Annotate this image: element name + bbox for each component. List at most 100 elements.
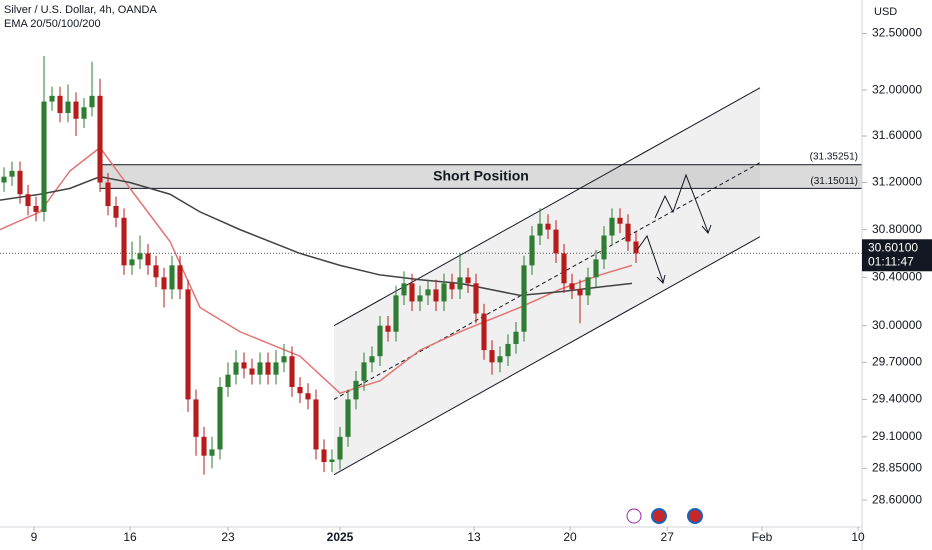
- x-tick-label: 27: [661, 530, 675, 544]
- candle-body: [521, 265, 527, 332]
- y-tick-label: 29.40000: [872, 392, 922, 406]
- candle-body: [225, 374, 231, 388]
- icon[interactable]: [651, 508, 667, 524]
- candle-body: [249, 368, 255, 375]
- zone-bottom-label: (31.15011): [810, 176, 858, 187]
- x-tick-label: 2025: [327, 530, 354, 544]
- x-tick-label: 13: [467, 530, 481, 544]
- candle-body: [449, 283, 455, 290]
- channel-lower: [333, 236, 761, 476]
- candle-body: [473, 283, 479, 314]
- candle-body: [113, 205, 119, 218]
- candle-body: [281, 356, 287, 363]
- candle-body: [553, 229, 559, 254]
- candle-body: [49, 95, 55, 102]
- candle-body: [425, 289, 431, 296]
- icon[interactable]: [626, 508, 642, 524]
- ema-line: [0, 146, 633, 395]
- last-price-box: [862, 239, 932, 272]
- x-tick-label: 23: [221, 530, 235, 544]
- candle-body: [345, 399, 351, 437]
- candle-body: [441, 283, 447, 302]
- candle-body: [377, 325, 383, 357]
- y-tick-label: 30.80000: [872, 222, 922, 236]
- candle-body: [105, 182, 111, 206]
- candle-body: [457, 277, 463, 290]
- icon[interactable]: [687, 508, 703, 524]
- candle-body: [169, 265, 175, 290]
- ema-line: [0, 175, 633, 297]
- candle-body: [57, 95, 63, 114]
- arrow: [654, 173, 709, 233]
- candle-body: [313, 399, 319, 450]
- candle-body: [129, 259, 135, 266]
- channel-middle: [333, 162, 761, 400]
- y-tick-label: 31.60000: [872, 128, 922, 142]
- projection-arrows: [636, 173, 712, 284]
- candle-body: [137, 253, 143, 260]
- candle-body: [257, 362, 263, 375]
- candle-body: [241, 362, 247, 369]
- candle-body: [361, 362, 367, 381]
- candle-body: [609, 217, 615, 236]
- candle-body: [41, 101, 47, 212]
- candle-body: [329, 459, 335, 463]
- x-tick-label: 16: [123, 530, 137, 544]
- chart-subtitle: EMA 20/50/100/200: [4, 18, 101, 30]
- arrow: [636, 234, 664, 283]
- last-price-label: 30.60100: [868, 240, 918, 254]
- channel-fill: [334, 87, 760, 475]
- candle-body: [233, 362, 239, 375]
- y-tick-label: 28.60000: [872, 492, 922, 506]
- chart-title: Silver / U.S. Dollar, 4h, OANDA: [4, 4, 157, 16]
- candle-body: [505, 343, 511, 357]
- zone-label: Short Position: [433, 167, 529, 183]
- candle-body: [193, 399, 199, 437]
- candle-body: [305, 393, 311, 400]
- candle-body: [337, 436, 343, 460]
- candle-body: [577, 289, 583, 296]
- y-tick-label: 29.10000: [872, 429, 922, 443]
- candle-body: [545, 223, 551, 230]
- candle-body: [409, 283, 415, 302]
- candle-body: [217, 387, 223, 450]
- candle-body: [161, 277, 167, 290]
- arrow-head: [701, 224, 712, 234]
- y-tick-label: 32.50000: [872, 26, 922, 40]
- y-tick-label: 29.70000: [872, 355, 922, 369]
- candle-body: [17, 170, 23, 195]
- candle-body: [489, 350, 495, 363]
- arrow-head: [656, 274, 666, 284]
- candle-body: [25, 194, 31, 206]
- candle-body: [273, 362, 279, 375]
- candle-body: [385, 325, 391, 332]
- candle-body: [633, 241, 639, 254]
- y-tick-label: 32.00000: [872, 82, 922, 96]
- candle-body: [569, 283, 575, 290]
- candle-body: [73, 101, 79, 119]
- candle-body: [561, 253, 567, 284]
- candle-body: [537, 223, 543, 236]
- candle-body: [209, 449, 215, 456]
- candle-body: [185, 289, 191, 400]
- y-tick-label: 31.20000: [872, 175, 922, 189]
- candle-body: [121, 217, 127, 266]
- candle-body: [33, 205, 39, 212]
- x-tick-label: Feb: [752, 530, 773, 544]
- candle-body: [153, 265, 159, 278]
- countdown: 01:11:47: [868, 254, 914, 268]
- candle-body: [593, 259, 599, 278]
- candle-body: [145, 253, 151, 266]
- candle-body: [585, 277, 591, 296]
- x-tick-label: 20: [563, 530, 577, 544]
- candle-body: [617, 217, 623, 224]
- candle-body: [89, 95, 95, 108]
- candle-body: [321, 449, 327, 463]
- candle-body: [201, 436, 207, 456]
- event-icons: [626, 508, 703, 524]
- candle-body: [265, 362, 271, 375]
- candle-body: [289, 356, 295, 388]
- y-tick-label: 30.40000: [872, 270, 922, 284]
- x-tick-label: 10: [851, 530, 865, 544]
